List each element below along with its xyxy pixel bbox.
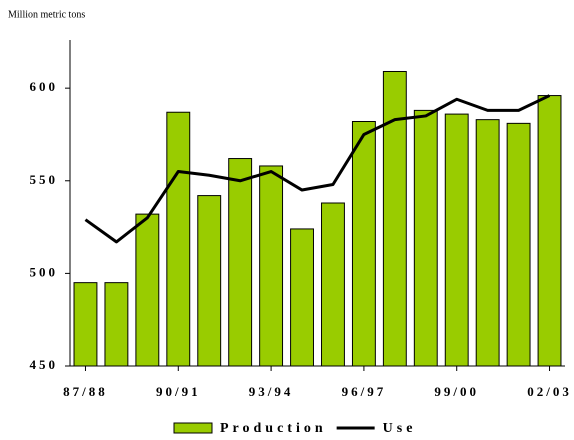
bar	[290, 228, 314, 367]
bar	[351, 121, 376, 367]
legend-swatch	[173, 422, 213, 434]
x-tick-label: 87/88	[63, 384, 108, 399]
y-axis-label: Million metric tons	[8, 9, 85, 20]
bar	[166, 111, 191, 367]
bar	[197, 195, 222, 367]
x-tick-label: 96/97	[342, 384, 387, 399]
bar	[413, 109, 438, 367]
x-tick-label: 90/91	[156, 384, 201, 399]
y-tick-label: 550	[30, 172, 59, 187]
bar	[321, 202, 345, 367]
bar	[444, 113, 469, 367]
bar	[73, 282, 98, 367]
bar	[104, 282, 129, 367]
legend-label: Use	[383, 421, 417, 436]
line	[84, 94, 551, 244]
bar	[475, 119, 500, 367]
y-tick-label: 500	[30, 264, 59, 279]
x-tick-label: 99/00	[434, 384, 479, 399]
y-tick-label: 450	[30, 357, 59, 372]
bar	[382, 70, 407, 367]
bar	[537, 95, 562, 367]
y-tick-label: 600	[30, 79, 59, 94]
x-tick-label: 02/03	[527, 384, 572, 399]
bar	[259, 165, 284, 367]
legend-label: Production	[220, 421, 327, 436]
bar	[228, 158, 253, 367]
bar	[506, 122, 531, 367]
bar	[135, 213, 160, 367]
x-tick-label: 93/94	[249, 384, 294, 399]
